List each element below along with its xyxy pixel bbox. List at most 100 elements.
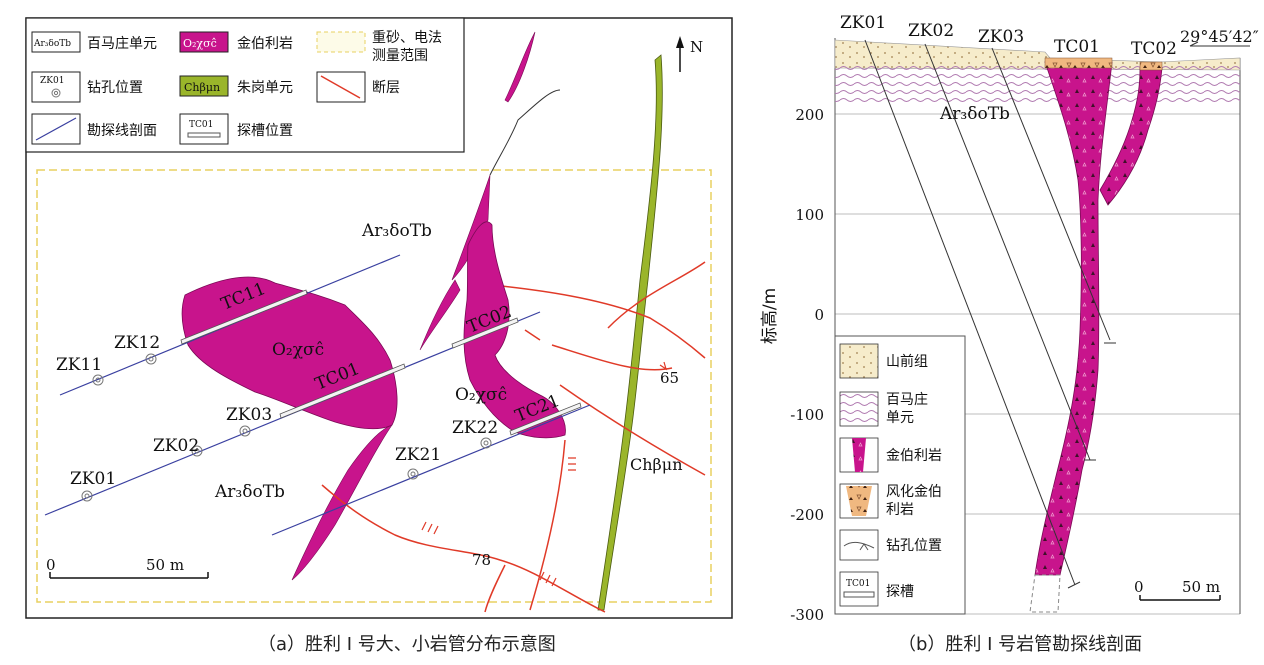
legend-trench-name: 探槽位置 <box>237 123 293 139</box>
trenches <box>180 289 582 436</box>
section-line-zk21 <box>271 404 591 536</box>
legend-weathered-2: 利岩 <box>886 502 914 518</box>
caption-panel-b: （b）胜利 I 号岩管勘探线剖面 <box>898 634 1143 655</box>
legend-trench-icon <box>187 132 221 138</box>
borehole-zk03 <box>239 425 251 437</box>
legend-fault-name: 断层 <box>372 80 400 96</box>
label-zk12: ZK12 <box>114 333 160 353</box>
caption-panel-a: （a）胜利 I 号大、小岩管分布示意图 <box>258 634 556 655</box>
borehole-zk01 <box>81 490 93 502</box>
fault-1 <box>491 284 706 359</box>
borehole-trace-zk03 <box>991 47 1111 341</box>
label-zk11: ZK11 <box>56 355 102 375</box>
legend-borehole-icon <box>51 88 61 98</box>
tick-0: 0 <box>814 306 824 324</box>
legend-trench-section: 探槽 <box>886 584 914 600</box>
map-scale-zero: 0 <box>46 556 56 574</box>
section-label-zk02: ZK02 <box>908 21 954 41</box>
map-scale-length: 50 m <box>146 556 184 574</box>
trench-tc11 <box>180 289 308 345</box>
fault-3 <box>524 329 673 371</box>
fault-7 <box>484 564 506 613</box>
legend-borehole-name: 钻孔位置 <box>87 80 143 96</box>
label-ar-north: Ar₃δoTb <box>361 221 432 241</box>
label-dip-78: 78 <box>472 551 491 569</box>
legend-ch-name: 朱岗单元 <box>237 80 293 96</box>
legend-kimberlite-code: O₂χσĉ <box>183 37 217 50</box>
section-scale-bar <box>1139 595 1221 601</box>
north-arrow-icon <box>676 36 684 72</box>
fault-2 <box>607 261 706 329</box>
branch-pipe <box>1099 67 1163 206</box>
legend-baimazhuang-2: 单元 <box>886 410 914 426</box>
borehole-zk22 <box>480 437 492 449</box>
tick-minus-300: -300 <box>790 606 824 624</box>
map-scale-bar <box>49 572 209 579</box>
tick-minus-100: -100 <box>790 406 824 424</box>
section-scale-zero: 0 <box>1134 578 1144 596</box>
label-zk21: ZK21 <box>395 445 441 465</box>
north-label: N <box>690 38 703 56</box>
trench-tc02 <box>451 317 519 349</box>
baimazhuang-layer <box>835 66 1240 104</box>
section-label-tc01: TC01 <box>1054 37 1100 57</box>
borehole-zk12 <box>145 353 157 365</box>
survey-range-boundary <box>36 169 712 603</box>
legend-weathered-1: 风化金伯 <box>886 484 942 500</box>
fault-6 <box>321 484 606 613</box>
label-dip-65: 65 <box>660 369 679 387</box>
legend-survey-name-2: 测量范围 <box>372 47 428 64</box>
panel-a-map: Ar₃δoTb 百马庄单元 O₂χσĉ 金伯利岩 重砂、电法 测量范围 ZK01… <box>25 17 733 619</box>
legend-borehole-code: ZK01 <box>40 76 64 86</box>
pipe-projection <box>1029 574 1061 613</box>
legend-section-icon <box>35 117 77 141</box>
borehole-markers <box>81 353 492 502</box>
main-pipe <box>1034 61 1113 576</box>
legend-ar-code: Ar₃δoTb <box>33 39 71 49</box>
label-zk01: ZK01 <box>70 469 116 489</box>
faults <box>321 261 706 613</box>
legend-ar-name: 百马庄单元 <box>87 35 157 52</box>
section-y-axis-label: 标高/m <box>760 288 780 344</box>
dike-north <box>504 31 536 103</box>
section-label-tc02: TC02 <box>1131 39 1177 59</box>
section-legend: 山前组 百马庄 单元 金伯利岩 风化金伯 利岩 钻孔位置 TC01 探槽 <box>834 335 966 615</box>
trench-tc21 <box>509 402 582 436</box>
section-scale-length: 50 m <box>1182 578 1220 596</box>
fault-5 <box>529 439 566 611</box>
legend-trench-code-section: TC01 <box>846 579 870 589</box>
legend-trench-section-icon <box>843 591 875 598</box>
label-ar-south: Ar₃δoTb <box>214 482 285 502</box>
tick-200: 200 <box>795 106 824 124</box>
tick-100: 100 <box>795 206 824 224</box>
weathered-cap-branch <box>1139 61 1163 71</box>
legend-borehole-section-icon <box>843 541 875 551</box>
legend-baimazhuang-1: 百马庄 <box>886 391 928 408</box>
borehole-trace-zk01 <box>864 39 1076 586</box>
trench-tc01 <box>279 363 406 419</box>
legend-fault-icon <box>320 75 361 99</box>
map-legend: Ar₃δoTb 百马庄单元 O₂χσĉ 金伯利岩 重砂、电法 测量范围 ZK01… <box>25 17 465 153</box>
legend-borehole-section: 钻孔位置 <box>886 538 942 554</box>
azimuth-arrow-icon <box>1189 41 1250 47</box>
legend-shanqian: 山前组 <box>886 353 928 370</box>
legend-kimberlite-name: 金伯利岩 <box>237 36 293 52</box>
weathered-cap-main <box>1044 57 1113 69</box>
label-small-pipe: O₂χσĉ <box>455 385 507 405</box>
section-label-zk01: ZK01 <box>840 13 886 33</box>
tick-minus-200: -200 <box>790 506 824 524</box>
borehole-zk11 <box>92 374 104 386</box>
dike-mid <box>419 279 461 351</box>
panel-b-section: Ar₃δoTb ZK01 ZK02 ZK03 TC01 TC02 29°45′4… <box>760 13 1259 624</box>
label-zk22: ZK22 <box>452 418 498 438</box>
borehole-zk02 <box>191 445 203 457</box>
dike-trace <box>489 89 561 176</box>
fault-4 <box>559 384 706 476</box>
label-big-pipe: O₂χσĉ <box>272 340 324 360</box>
legend-ch-code: Chβμn <box>184 81 220 94</box>
legend-section-name: 勘探线剖面 <box>87 123 157 139</box>
section-unit-label: Ar₃δoTb <box>939 104 1010 124</box>
legend-kimberlite: 金伯利岩 <box>886 448 942 464</box>
